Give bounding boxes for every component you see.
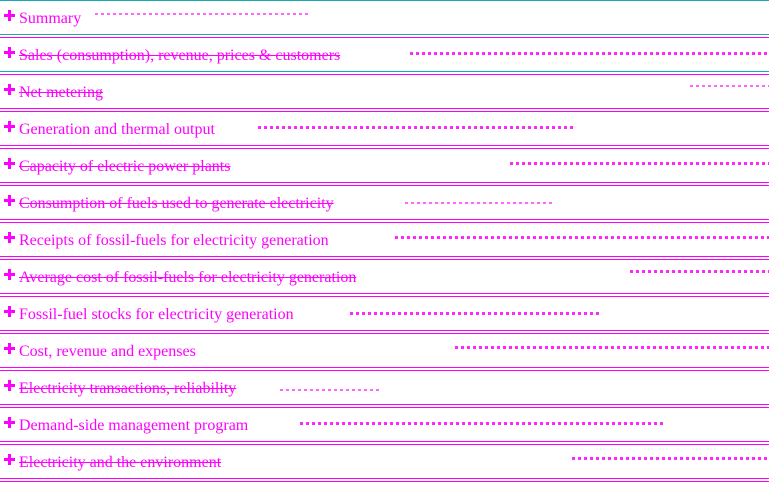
section-label: Fossil-fuel stocks for electricity gener… xyxy=(19,306,294,323)
section-label: Average cost of fossil-fuels for electri… xyxy=(19,269,357,286)
expand-plus-icon[interactable] xyxy=(4,306,15,317)
render-artifact xyxy=(690,85,769,87)
section-label: Electricity and the environment xyxy=(19,454,222,471)
render-artifact xyxy=(350,312,600,315)
expand-plus-icon[interactable] xyxy=(4,195,15,206)
section-demand-side-management[interactable]: Demand-side management program xyxy=(0,408,769,445)
render-artifact xyxy=(280,389,380,391)
section-receipts-fossil-fuels[interactable]: Receipts of fossil-fuels for electricity… xyxy=(0,223,769,260)
render-artifact xyxy=(95,13,310,15)
expand-plus-icon[interactable] xyxy=(4,232,15,243)
section-fossil-fuel-stocks[interactable]: Fossil-fuel stocks for electricity gener… xyxy=(0,297,769,334)
render-artifact xyxy=(630,270,769,273)
section-label: Sales (consumption), revenue, prices & c… xyxy=(19,47,341,64)
render-artifact xyxy=(410,52,769,55)
section-label: Consumption of fuels used to generate el… xyxy=(19,195,334,212)
expand-plus-icon[interactable] xyxy=(4,380,15,391)
render-artifact xyxy=(395,236,769,239)
section-label: Demand-side management program xyxy=(19,417,249,434)
expand-plus-icon[interactable] xyxy=(4,10,15,21)
render-artifact xyxy=(572,457,769,460)
section-capacity-power-plants[interactable]: Capacity of electric power plants xyxy=(0,149,769,186)
expand-plus-icon[interactable] xyxy=(4,158,15,169)
expand-plus-icon[interactable] xyxy=(4,343,15,354)
section-electricity-transactions-reliability[interactable]: Electricity transactions, reliability xyxy=(0,371,769,408)
section-generation-thermal-output[interactable]: Generation and thermal output xyxy=(0,112,769,149)
section-label: Electricity transactions, reliability xyxy=(19,380,237,397)
section-label: Receipts of fossil-fuels for electricity… xyxy=(19,232,329,249)
section-cost-revenue-expenses[interactable]: Cost, revenue and expenses xyxy=(0,334,769,371)
render-artifact xyxy=(455,346,769,349)
section-consumption-of-fuels[interactable]: Consumption of fuels used to generate el… xyxy=(0,186,769,223)
expand-plus-icon[interactable] xyxy=(4,121,15,132)
section-label: Generation and thermal output xyxy=(19,121,215,138)
section-average-cost-fossil-fuels[interactable]: Average cost of fossil-fuels for electri… xyxy=(0,260,769,297)
render-artifact xyxy=(258,126,576,129)
expand-plus-icon[interactable] xyxy=(4,269,15,280)
render-artifact xyxy=(510,162,769,165)
section-sales-revenue-prices-customers[interactable]: Sales (consumption), revenue, prices & c… xyxy=(0,38,769,75)
section-label: Capacity of electric power plants xyxy=(19,158,231,175)
render-artifact xyxy=(300,422,665,425)
expand-plus-icon[interactable] xyxy=(4,47,15,58)
section-label: Summary xyxy=(19,10,82,27)
section-electricity-environment[interactable]: Electricity and the environment xyxy=(0,445,769,482)
section-net-metering[interactable]: Net metering xyxy=(0,75,769,112)
expand-plus-icon[interactable] xyxy=(4,454,15,465)
expand-plus-icon[interactable] xyxy=(4,417,15,428)
section-summary[interactable]: Summary xyxy=(0,1,769,38)
expand-plus-icon[interactable] xyxy=(4,84,15,95)
top-divider xyxy=(0,0,769,1)
section-label: Cost, revenue and expenses xyxy=(19,343,196,360)
render-artifact xyxy=(405,202,555,204)
section-label: Net metering xyxy=(19,84,103,101)
